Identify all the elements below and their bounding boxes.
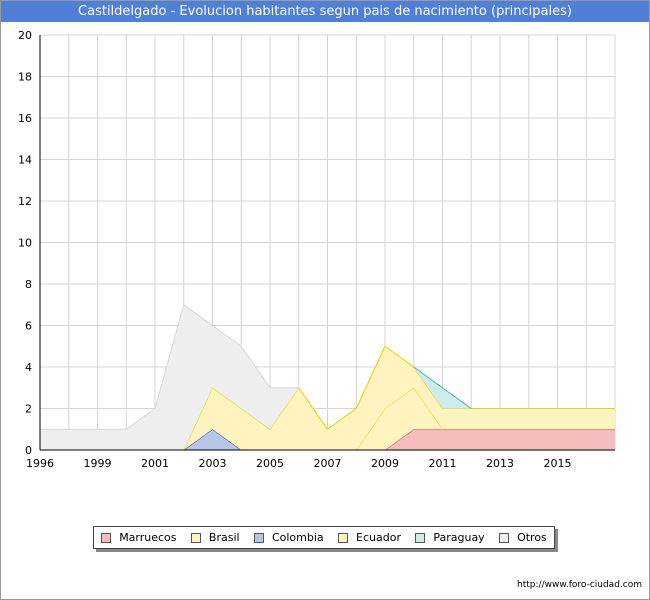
y-tick-labels: 0 2 4 6 8 10 12 14 16 18 20 xyxy=(18,29,32,457)
y-tick-label: 16 xyxy=(18,112,32,125)
legend-swatch xyxy=(415,532,426,543)
x-tick-label: 1999 xyxy=(84,457,112,470)
series-area-paraguay-edge xyxy=(413,366,472,409)
x-tick-label: 2013 xyxy=(486,457,514,470)
series-area-otros-edge xyxy=(40,303,299,430)
y-tick-label: 18 xyxy=(18,71,32,84)
chart-title: Castildelgado - Evolucion habitantes seg… xyxy=(1,1,649,22)
legend-swatch xyxy=(253,532,264,543)
legend-label: Otros xyxy=(517,531,547,544)
x-tick-label: 2005 xyxy=(256,457,284,470)
legend: Marruecos Brasil Colombia Ecuador Paraguay Ot… xyxy=(93,526,555,549)
y-tick-label: 14 xyxy=(18,154,32,167)
legend-label: Marruecos xyxy=(119,531,177,544)
x-tick-label: 2003 xyxy=(199,457,227,470)
legend-item-marruecos: Marruecos xyxy=(101,531,177,544)
x-tick-label: 2015 xyxy=(544,457,572,470)
legend-item-ecuador: Ecuador xyxy=(338,531,401,544)
x-tick-label: 2011 xyxy=(429,457,457,470)
y-tick-label: 0 xyxy=(25,444,32,457)
axes xyxy=(39,35,615,451)
footer-url[interactable]: http://www.foro-ciudad.com xyxy=(517,580,642,590)
legend-item-paraguay: Paraguay xyxy=(415,531,485,544)
y-tick-label: 10 xyxy=(18,237,32,250)
series-area-marruecos xyxy=(40,429,615,450)
grid xyxy=(39,34,616,451)
legend-swatch xyxy=(101,532,112,543)
x-tick-label: 2001 xyxy=(141,457,169,470)
legend-item-colombia: Colombia xyxy=(253,531,324,544)
legend-label: Colombia xyxy=(271,531,324,544)
x-tick-label: 2007 xyxy=(314,457,342,470)
y-tick-label: 6 xyxy=(25,320,32,333)
x-tick-label: 1996 xyxy=(26,457,54,470)
series-areas xyxy=(40,303,615,451)
legend-item-brasil: Brasil xyxy=(190,531,240,544)
legend-swatch xyxy=(190,532,201,543)
legend-label: Paraguay xyxy=(433,531,485,544)
x-tick-label: 2009 xyxy=(371,457,399,470)
series-area-ecuador xyxy=(40,346,615,450)
legend-label: Brasil xyxy=(208,531,240,544)
x-tick-labels: 1996 1999 2001 2003 2005 2007 2009 2011 2013 2015 xyxy=(26,457,572,470)
y-tick-label: 2 xyxy=(25,403,32,416)
legend-label: Ecuador xyxy=(356,531,401,544)
legend-swatch xyxy=(499,532,510,543)
series-area-otros xyxy=(40,304,615,450)
y-tick-label: 4 xyxy=(25,361,32,374)
y-tick-label: 12 xyxy=(18,195,32,208)
y-tick-label: 20 xyxy=(18,29,32,42)
legend-swatch xyxy=(338,532,349,543)
y-tick-label: 8 xyxy=(25,278,32,291)
legend-item-otros: Otros xyxy=(499,531,547,544)
